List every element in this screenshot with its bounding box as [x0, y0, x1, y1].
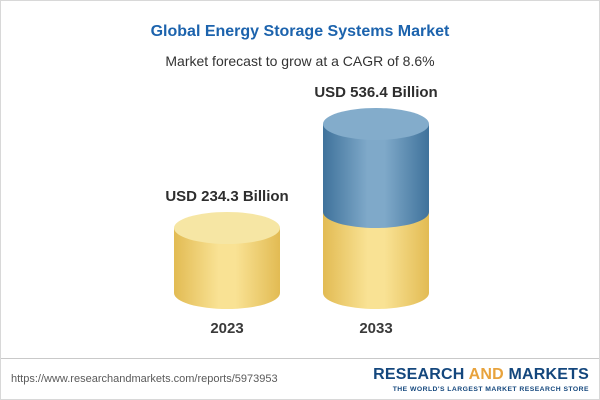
- source-url: https://www.researchandmarkets.com/repor…: [11, 373, 278, 385]
- cylinder-2023: [174, 212, 280, 309]
- bar-2033-value-label: USD 536.4 Billion: [314, 84, 438, 101]
- logo-tagline: THE WORLD'S LARGEST MARKET RESEARCH STOR…: [392, 385, 589, 393]
- bar-2023-value-label: USD 234.3 Billion: [165, 188, 289, 205]
- cylinder-segment-blue: [323, 108, 429, 228]
- bar-2033: USD 536.4 Billion 2033: [314, 84, 437, 337]
- chart-title: Global Energy Storage Systems Market: [150, 23, 450, 40]
- cylinder-2033: [323, 108, 429, 309]
- axis-label-2033: 2033: [359, 320, 393, 337]
- axis-label-2023: 2023: [210, 320, 244, 337]
- bar-2023: USD 234.3 Billion 2023: [165, 188, 288, 337]
- chart-subtitle: Market forecast to grow at a CAGR of 8.6…: [165, 53, 435, 69]
- footer: https://www.researchandmarkets.com/repor…: [1, 358, 599, 399]
- logo-word-research: RESEARCH: [373, 365, 465, 383]
- logo-wordmark: RESEARCH AND MARKETS: [373, 366, 589, 384]
- cylinder-top-ellipse: [174, 212, 280, 244]
- research-and-markets-logo: RESEARCH AND MARKETS THE WORLD'S LARGEST…: [373, 366, 589, 393]
- cylinder-segment-yellow: [174, 212, 280, 309]
- logo-word-markets: MARKETS: [508, 365, 589, 383]
- logo-word-and: AND: [468, 365, 504, 383]
- cylinder-top-ellipse: [323, 108, 429, 140]
